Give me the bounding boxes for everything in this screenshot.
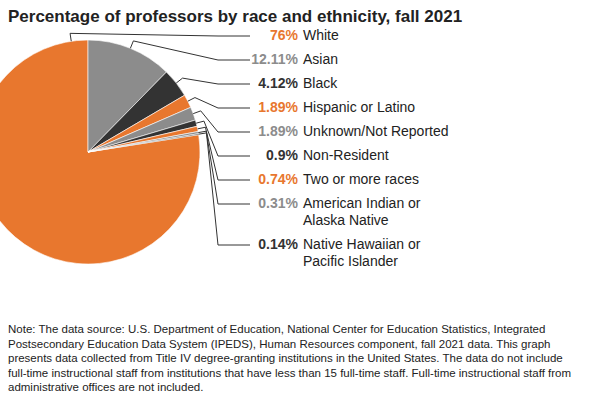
- leader-line: [198, 127, 250, 180]
- category-label: Two or more races: [303, 171, 419, 187]
- category-label-line: White: [303, 27, 339, 43]
- category-label: Unknown/Not Reported: [303, 123, 449, 139]
- category-label-line: Non-Resident: [303, 147, 389, 163]
- category-label-line: Two or more races: [303, 171, 419, 187]
- leader-line: [196, 121, 250, 156]
- pie-slice: [88, 134, 199, 152]
- labels-group: 76%White 12.11% Asian 4.12% Black 1.89% Hispan…: [70, 27, 448, 269]
- category-label: Native Hawaiian orPacific Islander: [303, 236, 421, 269]
- chart-container: Percentage of professors by race and eth…: [0, 0, 600, 400]
- category-label-line: Black: [303, 75, 338, 91]
- data-label: 12.11%: [251, 51, 298, 67]
- category-label-line: Native Hawaiian or: [303, 236, 421, 252]
- pie-group: [0, 40, 200, 264]
- leader-line: [188, 98, 250, 108]
- category-label-line: Pacific Islander: [303, 253, 398, 269]
- data-label: 0.9%: [266, 147, 298, 163]
- category-label-line: Alaska Native: [303, 212, 389, 228]
- note-line: administrative offices are not included.: [8, 381, 203, 393]
- note-line: Postsecondary Education Data System (IPE…: [8, 338, 550, 350]
- pie-slice: [0, 40, 200, 264]
- data-label: 76%: [270, 27, 299, 43]
- note-line: Note: The data source: U.S. Department o…: [8, 323, 545, 335]
- leader-line: [70, 33, 250, 41]
- pie-slice: [88, 126, 198, 152]
- data-label: 0.14%: [258, 236, 298, 252]
- leader-line: [198, 131, 250, 204]
- category-label-line: Asian: [303, 51, 338, 67]
- note: Note: The data source: U.S. Department o…: [8, 323, 571, 393]
- pie-slice: [88, 131, 198, 152]
- category-label: White: [303, 27, 339, 43]
- leader-line: [130, 41, 250, 60]
- category-label: Black: [303, 75, 338, 91]
- leader-line: [199, 133, 250, 245]
- leader-line: [176, 78, 250, 84]
- data-label: 1.89%: [258, 99, 298, 115]
- note-line: full-time instructional staff from insti…: [8, 367, 571, 379]
- data-label: 0.31%: [258, 195, 298, 211]
- category-label: Asian: [303, 51, 338, 67]
- data-label: 0.74%: [258, 171, 298, 187]
- category-label: Hispanic or Latino: [303, 99, 415, 115]
- category-label-line: Unknown/Not Reported: [303, 123, 449, 139]
- category-label-line: American Indian or: [303, 195, 421, 211]
- data-label: 1.89%: [258, 123, 298, 139]
- category-label-line: Hispanic or Latino: [303, 99, 415, 115]
- note-line: presents data collected from Title IV de…: [8, 352, 563, 364]
- chart-svg: Percentage of professors by race and eth…: [0, 0, 600, 400]
- chart-title: Percentage of professors by race and eth…: [8, 7, 462, 26]
- category-label: American Indian orAlaska Native: [303, 195, 421, 228]
- data-label: 4.12%: [258, 75, 298, 91]
- category-label: Non-Resident: [303, 147, 389, 163]
